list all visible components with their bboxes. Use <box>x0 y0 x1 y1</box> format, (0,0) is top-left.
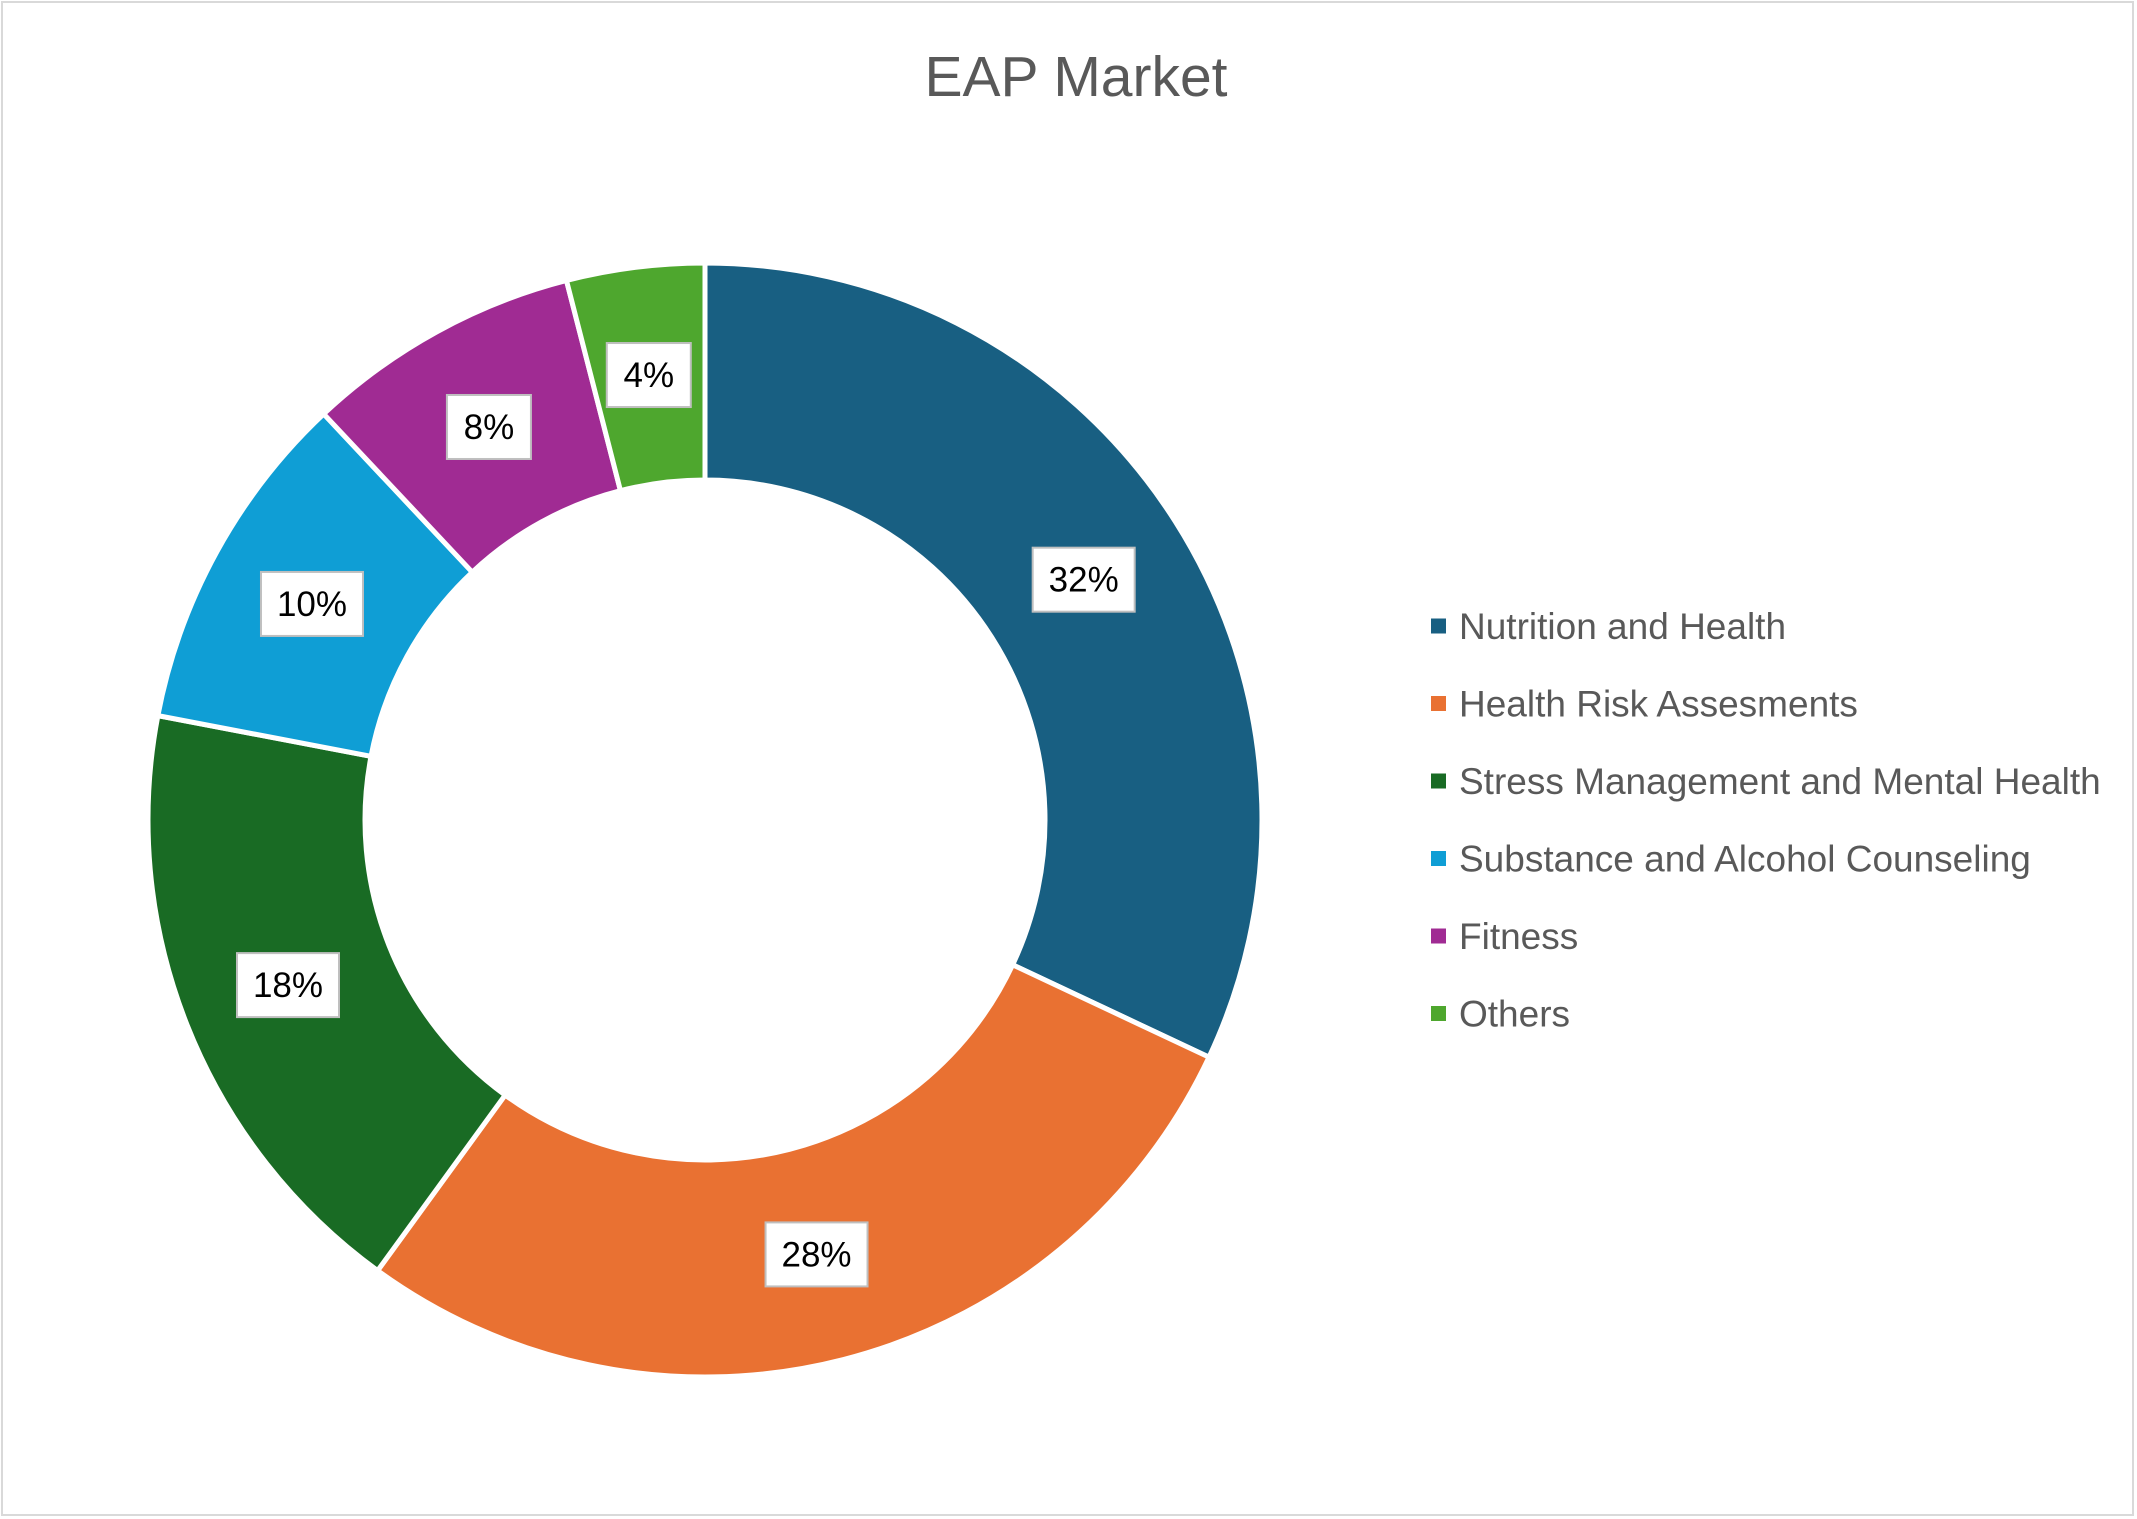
chart-title: EAP Market <box>924 45 1227 109</box>
legend-item-fitness[interactable]: Fitness <box>1431 916 1578 957</box>
data-label-text: 18% <box>253 966 323 1005</box>
legend-swatch <box>1431 851 1446 866</box>
data-label-box <box>445 393 532 460</box>
legend-label: Others <box>1459 994 1570 1035</box>
legend-item-substance-and-alcohol-counseling[interactable]: Substance and Alcohol Counseling <box>1431 839 2031 880</box>
legend: Nutrition and Health Health Risk Assesmen… <box>1431 606 2101 1035</box>
data-label-text: 8% <box>464 408 515 447</box>
data-label-text: 28% <box>782 1235 852 1274</box>
legend-swatch <box>1431 1006 1446 1021</box>
data-label-box <box>764 1221 869 1288</box>
data-label-health-risk-assesments: 28% <box>764 1221 869 1288</box>
data-labels: 32% 28% 18% 10% 8% 4% <box>235 342 1136 1288</box>
slice-nutrition-and-health[interactable] <box>702 260 1265 1061</box>
data-label-box <box>235 952 340 1019</box>
data-label-text: 10% <box>277 585 347 624</box>
data-label-stress-management-and-mental-health: 18% <box>235 952 340 1019</box>
data-label-substance-and-alcohol-counseling: 10% <box>259 570 364 637</box>
data-label-box <box>605 342 692 409</box>
legend-item-stress-management-and-mental-health[interactable]: Stress Management and Mental Health <box>1431 761 2101 802</box>
legend-swatch <box>1431 773 1446 789</box>
legend-item-health-risk-assesments[interactable]: Health Risk Assesments <box>1431 684 1858 725</box>
data-label-nutrition-and-health: 32% <box>1031 546 1136 613</box>
slice-health-risk-assesments[interactable] <box>374 961 1213 1380</box>
legend-label: Substance and Alcohol Counseling <box>1459 839 2031 880</box>
legend-swatch <box>1431 696 1446 711</box>
legend-swatch <box>1431 618 1446 634</box>
data-label-box <box>1031 546 1136 613</box>
donut-chart: EAP Market 32% 28% 18% 10% 8% 4% Nutrition an… <box>145 45 2101 1380</box>
donut-slices <box>145 260 1265 1380</box>
legend-label: Stress Management and Mental Health <box>1459 761 2101 802</box>
legend-label: Nutrition and Health <box>1459 606 1786 647</box>
data-label-others: 4% <box>605 342 692 409</box>
data-label-box <box>259 570 364 637</box>
legend-item-nutrition-and-health[interactable]: Nutrition and Health <box>1431 606 1786 647</box>
data-label-fitness: 8% <box>445 393 532 460</box>
data-label-text: 4% <box>623 356 674 395</box>
legend-label: Health Risk Assesments <box>1459 684 1858 725</box>
legend-swatch <box>1431 928 1446 944</box>
data-label-text: 32% <box>1049 561 1119 600</box>
legend-item-others[interactable]: Others <box>1431 994 1570 1035</box>
legend-label: Fitness <box>1459 916 1578 957</box>
